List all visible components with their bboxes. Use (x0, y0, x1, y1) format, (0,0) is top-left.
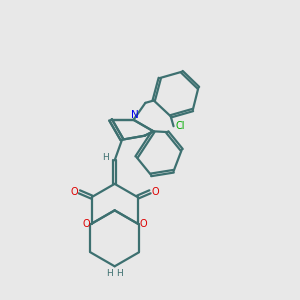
Text: O: O (152, 187, 159, 197)
Text: N: N (131, 110, 139, 120)
Text: Cl: Cl (175, 121, 185, 131)
Text: O: O (82, 219, 90, 229)
Text: H: H (117, 269, 123, 278)
Text: H: H (103, 153, 109, 162)
Text: H: H (106, 269, 113, 278)
Text: O: O (70, 187, 78, 197)
Text: O: O (139, 219, 147, 229)
